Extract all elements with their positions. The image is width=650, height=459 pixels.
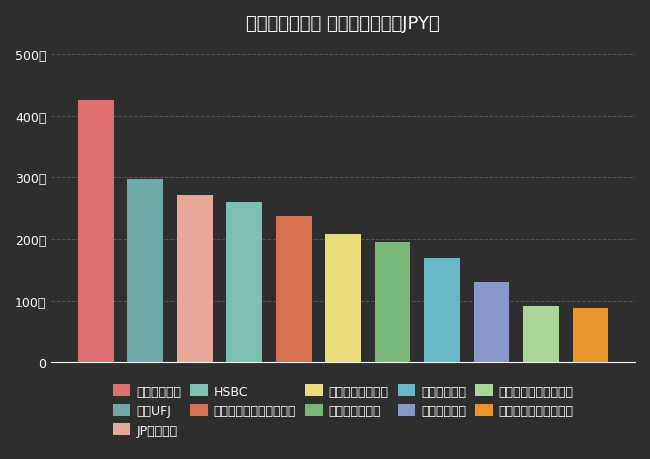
Title: グローバル銀行 総資産の比較（JPY）: グローバル銀行 総資産の比較（JPY） bbox=[246, 15, 440, 33]
Bar bbox=[276, 217, 311, 363]
Bar bbox=[573, 308, 608, 363]
Bar bbox=[375, 243, 411, 363]
Bar bbox=[177, 196, 213, 363]
Legend: 中国工商銀行, 三菱UFJ, JPモルガン, HSBC, バンク・オブ・アメリカ, ウェルズファーゴ, シティグループ, ドイチェ銀行, バークレイズ, ゴール: 中国工商銀行, 三菱UFJ, JPモルガン, HSBC, バンク・オブ・アメリカ… bbox=[107, 378, 580, 443]
Bar bbox=[523, 306, 559, 363]
Bar bbox=[474, 283, 510, 363]
Bar bbox=[326, 235, 361, 363]
Bar bbox=[226, 203, 262, 363]
Bar bbox=[78, 101, 114, 363]
Bar bbox=[127, 179, 163, 363]
Bar bbox=[424, 258, 460, 363]
